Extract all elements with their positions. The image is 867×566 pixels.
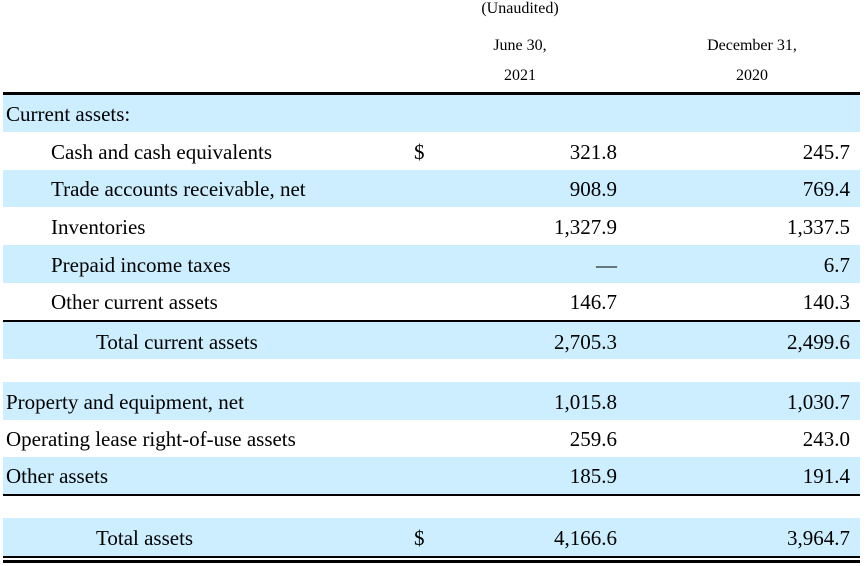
column-header-2021: 2021 xyxy=(504,67,536,84)
column-header-june-30: June 30, xyxy=(493,37,547,54)
value-2020: 6.7 xyxy=(823,253,850,277)
row-label: Property and equipment, net xyxy=(6,390,244,414)
row-label: Inventories xyxy=(51,215,146,239)
row-label: Operating lease right-of-use assets xyxy=(6,427,296,451)
row-label: Total assets xyxy=(96,526,194,550)
subtotal-rule xyxy=(3,320,860,322)
value-2021: — xyxy=(596,253,617,277)
row-label: Other assets xyxy=(6,464,109,488)
value-2021: 1,015.8 xyxy=(554,390,617,414)
value-2020: 245.7 xyxy=(802,140,850,164)
value-2020: 1,030.7 xyxy=(787,390,850,414)
value-2020: 243.0 xyxy=(802,427,850,451)
table-row-cash: Cash and cash equivalents $ 321.8 245.7 xyxy=(3,132,860,170)
header-rule xyxy=(3,92,860,95)
table-row-property: Property and equipment, net 1,015.8 1,03… xyxy=(3,382,860,420)
value-2020: 1,337.5 xyxy=(787,215,850,239)
value-2021: 321.8 xyxy=(569,140,617,164)
table-row-other-current: Other current assets 146.7 140.3 xyxy=(3,283,860,320)
value-2021: 1,327.9 xyxy=(554,215,617,239)
table-row-lease: Operating lease right-of-use assets 259.… xyxy=(3,420,860,457)
row-label: Total current assets xyxy=(96,330,258,354)
value-2020: 769.4 xyxy=(802,177,850,201)
column-header-december-31: December 31, xyxy=(707,37,797,54)
value-2020: 3,964.7 xyxy=(787,526,850,550)
value-2020: 2,499.6 xyxy=(787,330,850,354)
table-row-current-assets: Current assets: xyxy=(3,95,860,132)
row-label: Trade accounts receivable, net xyxy=(51,177,306,201)
unaudited-label: (Unaudited) xyxy=(481,0,559,17)
table-row-receivables: Trade accounts receivable, net 908.9 769… xyxy=(3,170,860,207)
row-label: Prepaid income taxes xyxy=(51,253,231,277)
table-row-total-current: Total current assets 2,705.3 2,499.6 xyxy=(3,322,860,359)
column-header-2020: 2020 xyxy=(736,67,768,84)
table-row-other-assets: Other assets 185.9 191.4 xyxy=(3,457,860,494)
value-2021: 146.7 xyxy=(569,290,617,314)
value-2021: 908.9 xyxy=(569,177,617,201)
table-row-total-assets: Total assets $ 4,166.6 3,964.7 xyxy=(3,518,860,556)
currency-symbol: $ xyxy=(414,140,425,164)
table-row-prepaid: Prepaid income taxes — 6.7 xyxy=(3,245,860,283)
value-2020: 191.4 xyxy=(802,464,850,488)
value-2021: 4,166.6 xyxy=(554,526,617,550)
value-2020: 140.3 xyxy=(802,290,850,314)
currency-symbol: $ xyxy=(414,526,425,550)
row-label: Other current assets xyxy=(51,290,218,314)
row-label: Cash and cash equivalents xyxy=(51,140,273,164)
row-label: Current assets: xyxy=(6,102,131,126)
value-2021: 259.6 xyxy=(569,427,617,451)
assets-rule xyxy=(3,494,860,496)
table-row-inventories: Inventories 1,327.9 1,337.5 xyxy=(3,207,860,245)
value-2021: 185.9 xyxy=(569,464,617,488)
double-rule-top xyxy=(3,556,860,558)
value-2021: 2,705.3 xyxy=(554,330,617,354)
double-rule-bottom xyxy=(3,560,860,563)
